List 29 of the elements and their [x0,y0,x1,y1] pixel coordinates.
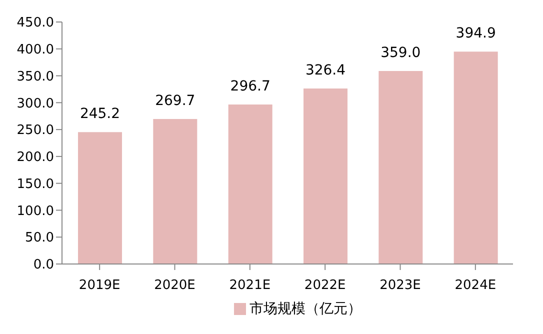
bar [304,88,348,264]
x-tick-label: 2023E [380,278,421,294]
y-tick-label: 150.0 [16,176,54,192]
y-tick-label: 250.0 [16,123,54,138]
bar [454,52,498,264]
text: 394.9 [456,26,496,42]
x-tick-label: 2022E [304,278,346,294]
x-tick-label: 2024E [454,278,496,294]
text: 245.2 [80,106,120,122]
y-tick-label: 50.0 [25,230,54,246]
y-tick-label: 400.0 [16,42,54,58]
text: 269.7 [155,92,196,109]
x-tick-label: 2021E [229,278,271,294]
bar [153,118,198,264]
bar [78,132,122,264]
y-tick-label: 200.0 [16,150,54,166]
text: 296.7 [230,78,270,94]
text: 326.4 [305,62,346,78]
legend-label: 市场规模（亿元） [250,301,362,317]
y-tick-label: 450.0 [16,16,54,31]
text: 359.0 [380,44,421,61]
y-tick-label: 100.0 [16,204,54,219]
x-tick-label: 2020E [154,278,196,294]
x-tick-label: 2019E [78,278,120,294]
bar [378,70,423,264]
bar [228,104,272,264]
y-tick-label: 0.0 [33,258,54,273]
y-tick-label: 300.0 [16,96,54,112]
y-tick-label: 350.0 [16,69,54,84]
